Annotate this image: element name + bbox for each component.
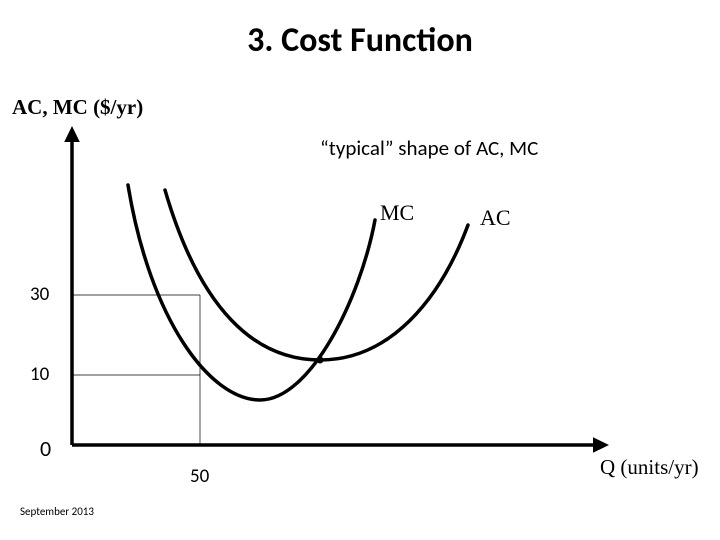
- cost-chart: [0, 0, 720, 540]
- slide: 3. Cost Function AC, MC ($/yr) “typical”…: [0, 0, 720, 540]
